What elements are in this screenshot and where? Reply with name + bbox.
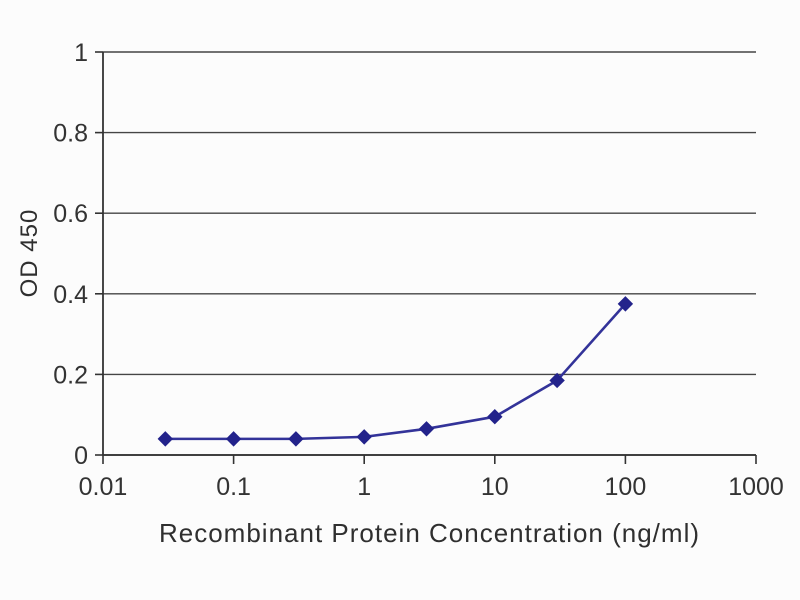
x-tick-label: 0.01 <box>79 473 128 501</box>
data-line <box>165 303 627 441</box>
y-tick-label: 1 <box>74 39 88 67</box>
data-point-marker <box>549 372 565 389</box>
data-point-marker <box>418 421 435 437</box>
y-tick-label: 0.6 <box>53 200 88 228</box>
data-point-marker <box>157 431 174 447</box>
y-tick-label: 0.4 <box>53 281 88 309</box>
x-axis-title: Recombinant Protein Concentration (ng/ml… <box>158 518 701 548</box>
y-tick-label: 0.8 <box>53 120 88 148</box>
x-tick-label: 1 <box>357 473 371 501</box>
data-point-marker <box>288 431 304 447</box>
x-tick-label: 0.1 <box>216 473 251 501</box>
y-tick-label: 0.2 <box>53 361 88 389</box>
x-tick-label: 100 <box>605 473 647 501</box>
y-tick-label: 0 <box>74 442 88 470</box>
data-point-marker <box>617 296 634 312</box>
data-point-marker <box>487 409 503 425</box>
x-tick-label: 10 <box>481 473 509 501</box>
data-point-marker <box>356 429 372 445</box>
y-axis-title: OD 450 <box>16 208 43 298</box>
x-tick-label: 1000 <box>728 473 784 501</box>
data-point-marker <box>225 431 242 447</box>
